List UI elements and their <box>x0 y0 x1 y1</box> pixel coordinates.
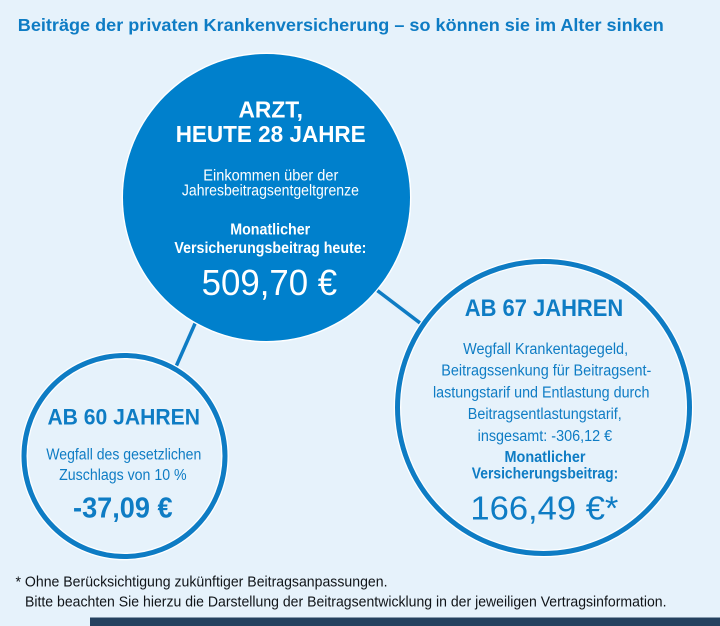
svg-text:Beitragssenkung für Beitragsen: Beitragssenkung für Beitragsent- <box>441 363 651 380</box>
svg-text:-37,09 €: -37,09 € <box>73 493 173 525</box>
svg-text:AB 67 JAHREN: AB 67 JAHREN <box>465 295 624 322</box>
svg-text:Versicherungsbeitrag:: Versicherungsbeitrag: <box>472 465 619 482</box>
svg-text:Beiträge der privaten Krankenv: Beiträge der privaten Krankenversicherun… <box>18 15 664 35</box>
svg-text:166,49 €*: 166,49 €* <box>470 491 618 528</box>
svg-text:509,70 €: 509,70 € <box>202 262 338 303</box>
svg-text:Zuschlags von 10 %: Zuschlags von 10 % <box>59 467 187 484</box>
svg-text:Monatlicher: Monatlicher <box>505 449 586 466</box>
svg-text:* Ohne Berücksichtigung zukünf: * Ohne Berücksichtigung zukünftiger Beit… <box>16 574 388 591</box>
svg-text:Versicherungsbeitrag heute:: Versicherungsbeitrag heute: <box>174 240 366 257</box>
svg-text:Wegfall Krankentagegeld,: Wegfall Krankentagegeld, <box>463 341 628 358</box>
svg-text:Bitte beachten Sie hierzu die: Bitte beachten Sie hierzu die Darstellun… <box>25 594 667 611</box>
svg-text:insgesamt: -306,12 €: insgesamt: -306,12 € <box>478 428 613 445</box>
svg-text:ARZT,: ARZT, <box>238 97 303 123</box>
svg-text:Wegfall des gesetzlichen: Wegfall des gesetzlichen <box>46 447 201 464</box>
svg-text:Monatlicher: Monatlicher <box>230 222 310 239</box>
svg-text:lastungstarif und Entlastung d: lastungstarif und Entlastung durch <box>433 384 650 401</box>
svg-text:HEUTE 28 JAHRE: HEUTE 28 JAHRE <box>176 121 366 147</box>
svg-text:Beitragsentlastungstarif,: Beitragsentlastungstarif, <box>468 406 622 423</box>
svg-text:Jahresbeitragsentgeltgrenze: Jahresbeitragsentgeltgrenze <box>182 183 359 200</box>
svg-text:Einkommen über der: Einkommen über der <box>203 167 338 184</box>
svg-text:AB 60 JAHREN: AB 60 JAHREN <box>47 405 200 430</box>
